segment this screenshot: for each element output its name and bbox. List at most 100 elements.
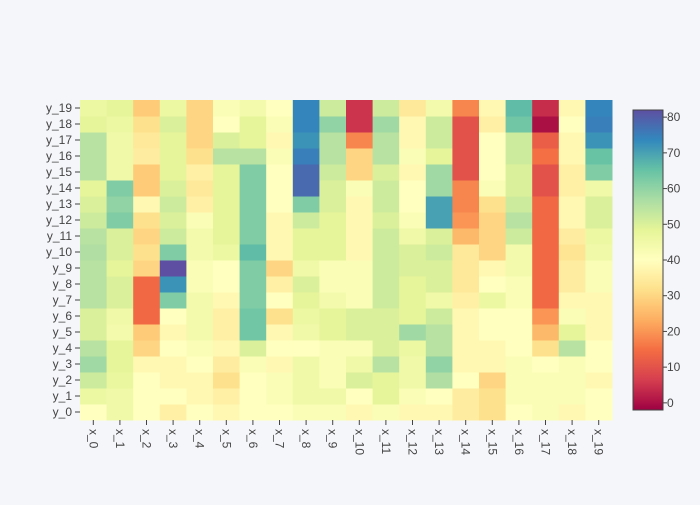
heatmap-cell-x_11-y_11 <box>372 228 400 245</box>
heatmap-cell-x_9-y_5 <box>319 324 347 341</box>
heatmap-cell-x_17-y_17 <box>532 132 560 149</box>
heatmap-cell-x_7-y_2 <box>266 372 294 389</box>
heatmap-cell-x_4-y_14 <box>186 180 214 197</box>
heatmap-cell-x_1-y_15 <box>106 164 134 181</box>
heatmap-cell-x_5-y_6 <box>213 308 241 325</box>
heatmap-cell-x_12-y_14 <box>399 180 427 197</box>
heatmap-cell-x_11-y_5 <box>372 324 400 341</box>
heatmap-cell-x_10-y_0 <box>346 404 374 421</box>
heatmap-cell-x_6-y_6 <box>239 308 267 325</box>
heatmap-cell-x_17-y_6 <box>532 308 560 325</box>
heatmap-cell-x_2-y_9 <box>133 260 161 277</box>
heatmap-cell-x_4-y_8 <box>186 276 214 293</box>
heatmap-cell-x_12-y_10 <box>399 244 427 261</box>
y-tick-label: y_10 <box>46 245 72 259</box>
heatmap-cell-x_5-y_0 <box>213 404 241 421</box>
heatmap-cell-x_7-y_10 <box>266 244 294 261</box>
heatmap-cell-x_12-y_15 <box>399 164 427 181</box>
heatmap-cell-x_0-y_6 <box>80 308 108 325</box>
heatmap-cell-x_4-y_15 <box>186 164 214 181</box>
heatmap-cell-x_6-y_10 <box>239 244 267 261</box>
colorbar-tick-label: 20 <box>667 324 681 338</box>
heatmap-cell-x_0-y_8 <box>80 276 108 293</box>
heatmap-cell-x_15-y_7 <box>479 292 507 309</box>
heatmap-cell-x_6-y_19 <box>239 100 267 117</box>
heatmap-cell-x_11-y_14 <box>372 180 400 197</box>
heatmap-cell-x_3-y_3 <box>159 356 187 373</box>
heatmap-cell-x_11-y_0 <box>372 404 400 421</box>
heatmap-cell-x_9-y_17 <box>319 132 347 149</box>
heatmap-cell-x_12-y_4 <box>399 340 427 357</box>
heatmap-cell-x_19-y_4 <box>585 340 613 357</box>
heatmap-cell-x_1-y_12 <box>106 212 134 229</box>
colorbar: 0 10 20 30 40 50 60 70 80 <box>632 109 681 411</box>
x-tick-label: x_18 <box>565 429 579 455</box>
heatmap-cell-x_19-y_2 <box>585 372 613 389</box>
heatmap-cell-x_5-y_5 <box>213 324 241 341</box>
heatmap-cell-x_0-y_5 <box>80 324 108 341</box>
heatmap-cell-x_2-y_19 <box>133 100 161 117</box>
heatmap-cell-x_1-y_18 <box>106 116 134 133</box>
y-tick-label: y_2 <box>53 373 73 387</box>
heatmap-cell-x_16-y_16 <box>505 148 533 165</box>
heatmap-cell-x_7-y_1 <box>266 388 294 405</box>
heatmap-cell-x_7-y_3 <box>266 356 294 373</box>
heatmap-cell-x_19-y_15 <box>585 164 613 181</box>
heatmap-cell-x_16-y_1 <box>505 388 533 405</box>
heatmap-cell-x_9-y_15 <box>319 164 347 181</box>
heatmap-cell-x_15-y_17 <box>479 132 507 149</box>
heatmap-cell-x_14-y_19 <box>452 100 480 117</box>
heatmap-cell-x_4-y_10 <box>186 244 214 261</box>
heatmap-cell-x_0-y_11 <box>80 228 108 245</box>
heatmap-cell-x_5-y_8 <box>213 276 241 293</box>
heatmap-cell-x_11-y_9 <box>372 260 400 277</box>
heatmap-cell-x_1-y_1 <box>106 388 134 405</box>
y-axis-ticks: y_0 y_1 y_2 y_3 y_4 y_5 y_6 y_7 y_8 y_9 y_10 y_11 y_… <box>46 101 80 419</box>
heatmap-cell-x_15-y_13 <box>479 196 507 213</box>
heatmap-cell-x_12-y_9 <box>399 260 427 277</box>
heatmap-cell-x_2-y_12 <box>133 212 161 229</box>
y-tick-label: y_6 <box>53 309 73 323</box>
heatmap-cell-x_2-y_0 <box>133 404 161 421</box>
heatmap-cell-x_5-y_17 <box>213 132 241 149</box>
heatmap-cell-x_19-y_13 <box>585 196 613 213</box>
heatmap-cell-x_8-y_3 <box>292 356 320 373</box>
heatmap-cell-x_1-y_10 <box>106 244 134 261</box>
heatmap-cell-x_17-y_13 <box>532 196 560 213</box>
heatmap-cell-x_14-y_11 <box>452 228 480 245</box>
x-tick-label: x_12 <box>406 429 420 455</box>
heatmap-cell-x_7-y_11 <box>266 228 294 245</box>
heatmap-cell-x_11-y_3 <box>372 356 400 373</box>
heatmap-cell-x_16-y_18 <box>505 116 533 133</box>
heatmap-cell-x_3-y_19 <box>159 100 187 117</box>
heatmap-cell-x_8-y_7 <box>292 292 320 309</box>
heatmap-cell-x_9-y_13 <box>319 196 347 213</box>
heatmap-cell-x_11-y_18 <box>372 116 400 133</box>
heatmap-cell-x_7-y_19 <box>266 100 294 117</box>
y-tick-label: y_15 <box>46 165 72 179</box>
heatmap-cell-x_3-y_16 <box>159 148 187 165</box>
heatmap-cell-x_5-y_3 <box>213 356 241 373</box>
heatmap-cell-x_19-y_17 <box>585 132 613 149</box>
y-tick-label: y_4 <box>53 341 73 355</box>
heatmap-cell-x_13-y_18 <box>425 116 453 133</box>
heatmap-cell-x_1-y_2 <box>106 372 134 389</box>
heatmap-cell-x_7-y_16 <box>266 148 294 165</box>
heatmap-cell-x_17-y_16 <box>532 148 560 165</box>
heatmap-cell-x_17-y_5 <box>532 324 560 341</box>
heatmap-cell-x_18-y_3 <box>558 356 586 373</box>
y-tick-label: y_3 <box>53 357 73 371</box>
y-tick-label: y_9 <box>53 261 73 275</box>
heatmap-cell-x_7-y_18 <box>266 116 294 133</box>
x-tick-label: x_16 <box>512 429 526 455</box>
heatmap-cell-x_13-y_19 <box>425 100 453 117</box>
heatmap-cell-x_8-y_8 <box>292 276 320 293</box>
heatmap-cell-x_3-y_9 <box>159 260 187 277</box>
heatmap-cell-x_16-y_6 <box>505 308 533 325</box>
heatmap-cell-x_12-y_7 <box>399 292 427 309</box>
heatmap-cell-x_14-y_9 <box>452 260 480 277</box>
heatmap-cell-x_6-y_0 <box>239 404 267 421</box>
heatmap-cell-x_8-y_18 <box>292 116 320 133</box>
heatmap-cell-x_1-y_9 <box>106 260 134 277</box>
